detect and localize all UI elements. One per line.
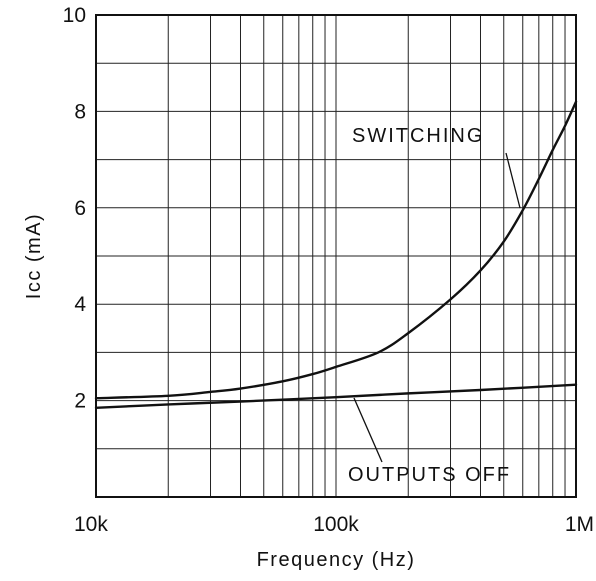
series-label-switching: SWITCHING (352, 125, 484, 147)
x-tick-label: 1M (565, 513, 594, 536)
leader-switching (505, 152, 521, 209)
series-label-outputs-off: OUTPUTS OFF (348, 464, 511, 486)
grid-lines (96, 15, 576, 497)
y-tick-label: 6 (74, 197, 86, 220)
y-tick-label: 4 (74, 293, 86, 316)
plot-frame (95, 14, 577, 498)
series-line-outputs-off (94, 383, 578, 410)
series-layer (94, 100, 578, 410)
x-axis-title: Frequency (Hz) (257, 549, 416, 571)
series-line-switching (94, 100, 578, 400)
y-axis-title: Icc (mA) (23, 213, 45, 299)
label-leaders (353, 152, 521, 463)
y-tick-label: 2 (74, 390, 86, 413)
x-tick-labels: 10k 100k 1M (74, 513, 594, 536)
leader-outputs-off (353, 397, 383, 463)
x-tick-label: 100k (313, 513, 359, 536)
y-tick-labels: 2 4 6 8 10 (63, 4, 87, 413)
y-tick-label: 8 (74, 100, 86, 123)
x-tick-label: 10k (74, 513, 108, 536)
y-tick-label: 10 (63, 4, 86, 27)
